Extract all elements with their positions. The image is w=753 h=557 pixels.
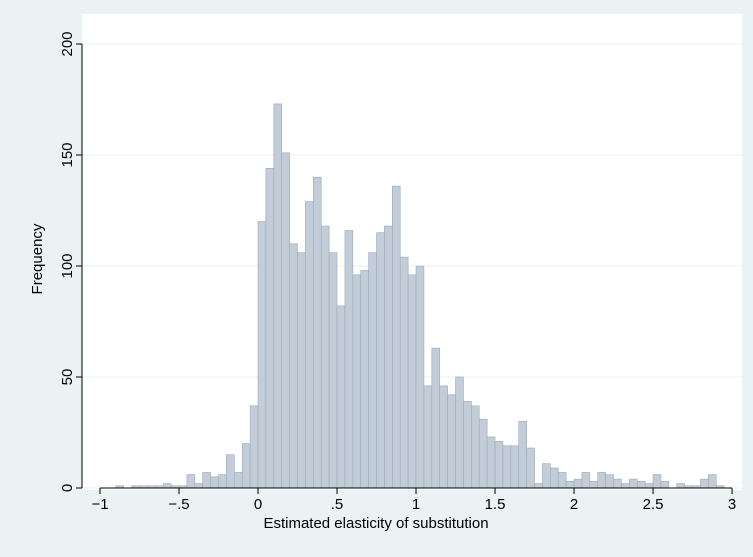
bar <box>249 405 259 489</box>
bar <box>629 478 638 489</box>
bar <box>265 168 275 489</box>
x-tick-label: −1 <box>91 496 108 513</box>
bar <box>368 252 377 489</box>
bar <box>542 463 551 489</box>
bar <box>455 376 464 489</box>
bar <box>439 385 448 489</box>
bar <box>526 447 535 489</box>
x-tick-label: −.5 <box>168 496 189 513</box>
y-tick-label: 150 <box>59 142 76 167</box>
x-tick-label: 2 <box>570 496 578 513</box>
bar <box>621 483 630 489</box>
bar <box>471 405 480 489</box>
bar <box>486 436 496 489</box>
bar <box>605 474 614 489</box>
x-tick-label: 2.5 <box>643 496 664 513</box>
bar <box>194 483 204 489</box>
y-tick-label: 0 <box>59 484 76 492</box>
bar <box>613 478 622 489</box>
bar <box>708 474 717 489</box>
bar <box>305 201 314 489</box>
y-axis-label: Frequency <box>29 223 46 294</box>
bar <box>700 478 709 489</box>
bar <box>597 472 606 489</box>
bar <box>415 265 425 489</box>
bar <box>210 476 219 489</box>
x-tick-label: .5 <box>331 496 344 513</box>
bar <box>534 483 543 489</box>
bar <box>676 483 685 489</box>
bar <box>392 185 401 489</box>
bar <box>494 441 504 489</box>
x-tick-label: 1 <box>412 496 420 513</box>
bar <box>636 481 646 489</box>
bar <box>407 274 417 489</box>
bar <box>652 474 662 489</box>
bar <box>557 472 567 489</box>
bar <box>502 445 512 489</box>
bar <box>573 478 583 489</box>
bar <box>644 483 654 489</box>
bar <box>510 445 520 489</box>
bar <box>226 454 235 489</box>
bar <box>218 474 227 489</box>
y-tick-label: 100 <box>59 253 76 278</box>
x-tick-label: 0 <box>254 496 262 513</box>
bar <box>289 243 298 489</box>
y-tick-label: 200 <box>59 31 76 56</box>
bar <box>328 252 338 489</box>
bar <box>273 103 283 489</box>
bar <box>344 230 354 489</box>
x-tick-label: 1.5 <box>485 496 506 513</box>
bar <box>186 474 196 489</box>
bar <box>565 481 575 489</box>
bar <box>589 481 599 489</box>
bar <box>550 467 559 489</box>
bar <box>423 385 433 489</box>
x-tick-label: 3 <box>728 496 736 513</box>
bar <box>660 481 670 489</box>
bar <box>431 347 441 489</box>
bar <box>202 472 211 489</box>
y-tick-label: 50 <box>59 369 76 386</box>
x-axis-label: Estimated elasticity of substitution <box>263 515 488 532</box>
bar <box>234 472 243 489</box>
bar <box>447 394 456 489</box>
bar <box>463 401 472 489</box>
bar <box>297 252 306 489</box>
bar <box>376 232 385 489</box>
bar <box>360 270 369 489</box>
bar <box>257 221 267 489</box>
bar <box>281 152 290 489</box>
bar <box>336 305 346 489</box>
bar <box>352 274 362 489</box>
bar <box>399 256 409 489</box>
bar <box>241 443 251 489</box>
bar <box>313 176 322 489</box>
bar <box>162 483 172 489</box>
bar <box>478 418 488 489</box>
bar <box>518 421 527 489</box>
bar <box>581 472 591 489</box>
bar <box>384 225 393 489</box>
bar <box>320 225 330 489</box>
